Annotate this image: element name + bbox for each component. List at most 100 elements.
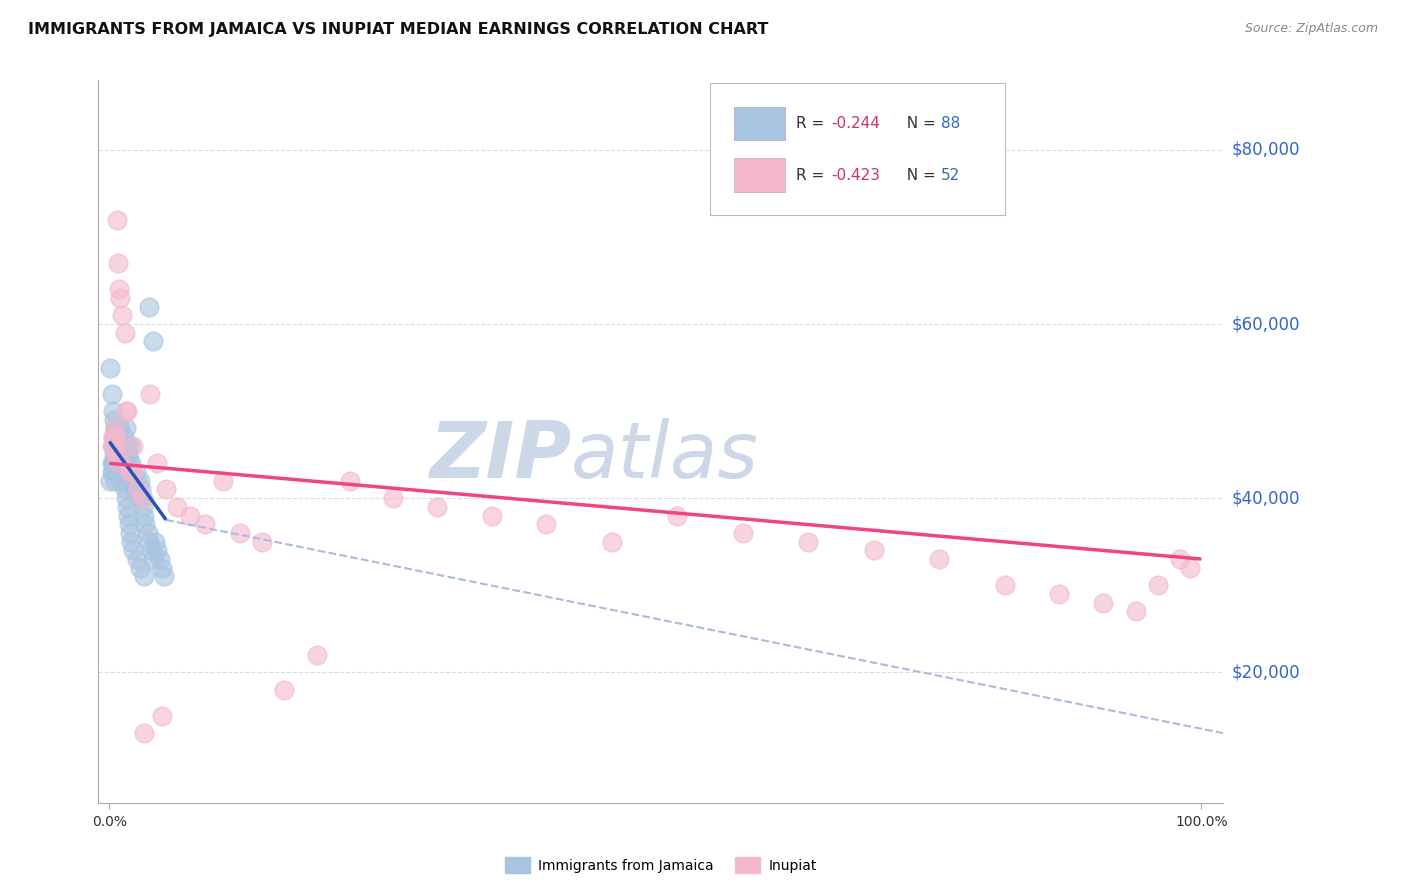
Point xyxy=(110,456,132,470)
Point xyxy=(862,543,884,558)
Point xyxy=(100,439,122,453)
Point xyxy=(142,334,165,349)
Point xyxy=(136,525,159,540)
Point xyxy=(114,421,136,435)
Point xyxy=(107,439,129,453)
Text: R =: R = xyxy=(796,116,830,131)
Point xyxy=(108,439,131,453)
Point xyxy=(103,448,125,462)
Point xyxy=(103,439,125,453)
Point xyxy=(142,552,165,566)
Point xyxy=(928,552,950,566)
Point xyxy=(100,474,122,488)
Point xyxy=(110,456,132,470)
Point xyxy=(534,517,557,532)
Text: N =: N = xyxy=(897,116,941,131)
Point xyxy=(129,561,152,575)
Point xyxy=(148,552,170,566)
Point xyxy=(132,491,155,505)
Point xyxy=(229,525,252,540)
Point xyxy=(134,726,156,740)
Point xyxy=(305,648,328,662)
Point xyxy=(120,439,142,453)
Point xyxy=(600,534,623,549)
Point xyxy=(104,421,127,435)
Point xyxy=(115,404,138,418)
Point xyxy=(111,465,134,479)
Point xyxy=(110,448,132,462)
Text: 52: 52 xyxy=(941,168,960,183)
Point xyxy=(105,212,128,227)
Point xyxy=(100,465,122,479)
Point xyxy=(125,552,148,566)
Point xyxy=(114,465,136,479)
Point xyxy=(108,456,131,470)
Point xyxy=(110,421,132,435)
Point xyxy=(112,474,135,488)
Point xyxy=(100,456,122,470)
Point xyxy=(1180,561,1202,575)
Point xyxy=(117,508,139,523)
Point xyxy=(104,448,127,462)
Point xyxy=(666,508,689,523)
Text: IMMIGRANTS FROM JAMAICA VS INUPIAT MEDIAN EARNINGS CORRELATION CHART: IMMIGRANTS FROM JAMAICA VS INUPIAT MEDIA… xyxy=(28,22,769,37)
Point xyxy=(114,491,136,505)
Point xyxy=(111,456,134,470)
Point xyxy=(1168,552,1191,566)
Point xyxy=(101,404,124,418)
Point xyxy=(117,448,139,462)
Text: -0.423: -0.423 xyxy=(831,168,880,183)
Point xyxy=(153,569,176,583)
Point xyxy=(128,491,150,505)
Point xyxy=(114,439,136,453)
Point xyxy=(110,474,132,488)
Point xyxy=(129,474,152,488)
Point xyxy=(107,465,129,479)
Point xyxy=(114,404,136,418)
Point xyxy=(115,456,138,470)
Point xyxy=(118,517,141,532)
Point xyxy=(107,430,129,444)
Point xyxy=(101,430,124,444)
Point xyxy=(1092,596,1115,610)
Point xyxy=(150,708,173,723)
Text: N =: N = xyxy=(897,168,941,183)
Point xyxy=(122,465,145,479)
Point xyxy=(481,508,503,523)
Point xyxy=(124,483,146,497)
Point xyxy=(179,508,201,523)
Point xyxy=(120,456,142,470)
Point xyxy=(104,439,127,453)
Point xyxy=(994,578,1017,592)
Text: $60,000: $60,000 xyxy=(1232,315,1301,333)
Point xyxy=(273,682,295,697)
Point xyxy=(127,483,149,497)
Point xyxy=(114,326,136,340)
Point xyxy=(110,291,132,305)
Point xyxy=(1047,587,1070,601)
Point xyxy=(105,430,128,444)
Point xyxy=(150,561,173,575)
Point xyxy=(120,465,142,479)
Text: $40,000: $40,000 xyxy=(1232,489,1301,508)
Point xyxy=(111,448,134,462)
Point xyxy=(101,456,124,470)
Point xyxy=(118,456,141,470)
Point xyxy=(120,525,142,540)
Point xyxy=(100,360,122,375)
Point xyxy=(101,465,124,479)
Point xyxy=(112,430,135,444)
Point xyxy=(110,439,132,453)
Point xyxy=(100,386,122,401)
Point xyxy=(104,430,127,444)
Point xyxy=(120,534,142,549)
Point xyxy=(104,421,127,435)
Point xyxy=(797,534,820,549)
Point xyxy=(114,483,136,497)
Point xyxy=(139,386,162,401)
Point xyxy=(124,465,146,479)
Point xyxy=(146,543,169,558)
Point xyxy=(134,508,156,523)
Point xyxy=(108,282,131,296)
Point xyxy=(115,500,138,514)
